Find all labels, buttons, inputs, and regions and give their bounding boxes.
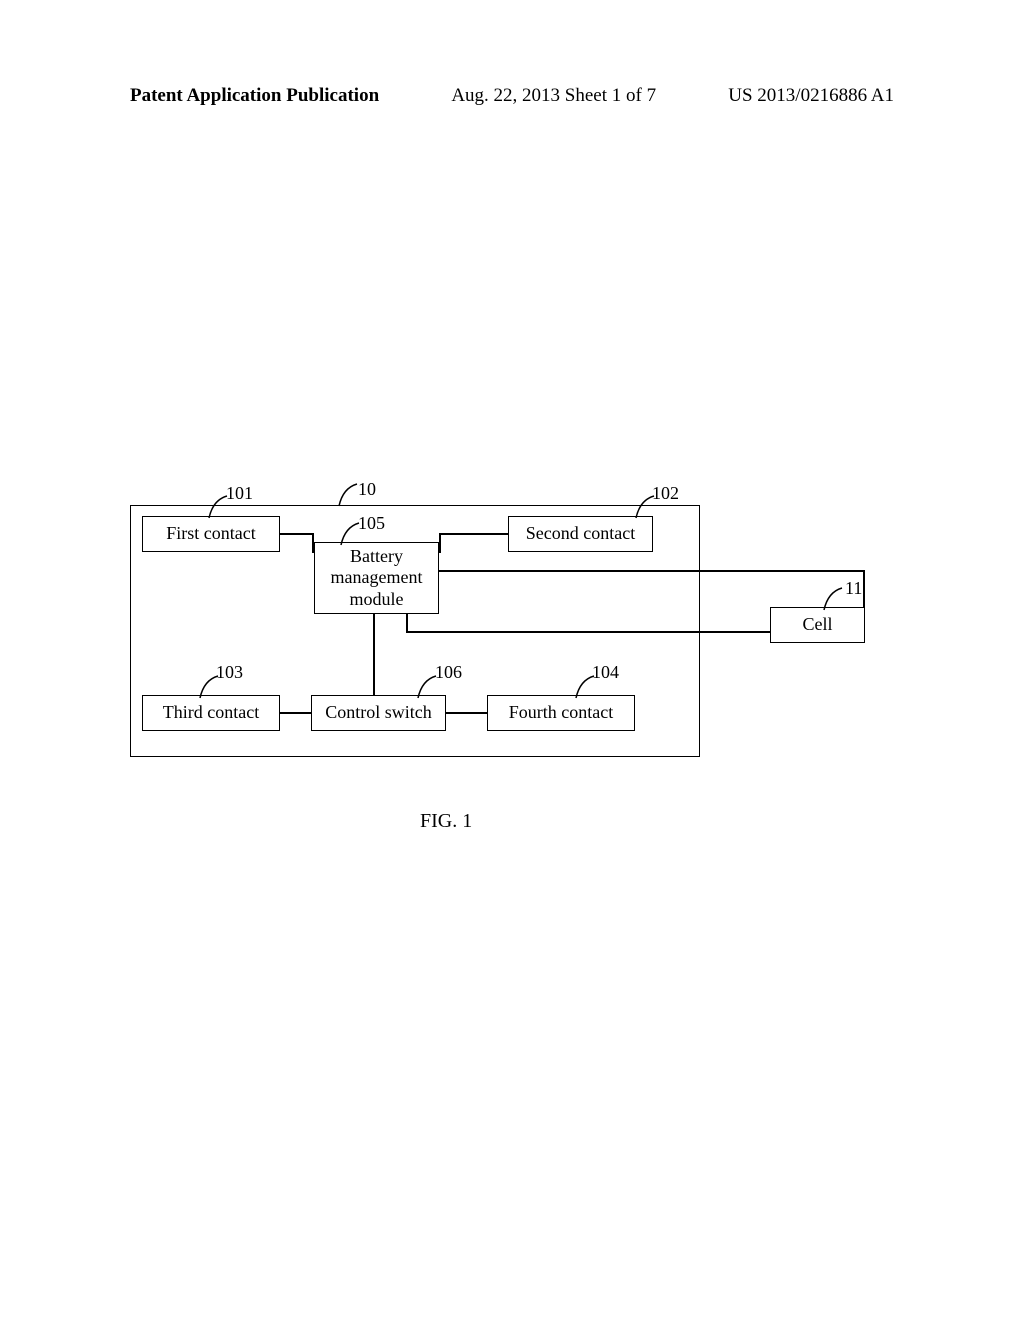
fourth-contact-box: Fourth contact <box>487 695 635 731</box>
line-mgmt-to-switch-v <box>373 614 375 695</box>
callout-11-label: 11 <box>845 578 862 599</box>
callout-104-label: 104 <box>592 662 619 683</box>
callout-102-label: 102 <box>652 483 679 504</box>
battery-mgmt-box: Battery management module <box>314 542 439 614</box>
fourth-contact-label: Fourth contact <box>509 702 613 724</box>
third-contact-box: Third contact <box>142 695 280 731</box>
line-third-to-switch <box>280 712 311 714</box>
callout-106-label: 106 <box>435 662 462 683</box>
callout-105-label: 105 <box>358 513 385 534</box>
line-switch-to-fourth <box>446 712 487 714</box>
first-contact-box: First contact <box>142 516 280 552</box>
third-contact-label: Third contact <box>163 702 259 724</box>
line-first-to-mgmt-h <box>280 533 314 535</box>
line-mgmt-to-cell2-v <box>406 614 408 632</box>
line-mgmt-to-cell-h <box>439 570 864 572</box>
line-mgmt-to-second-v <box>439 533 441 553</box>
callout-103-label: 103 <box>216 662 243 683</box>
cell-box: Cell <box>770 607 865 643</box>
callout-10-label: 10 <box>358 479 376 500</box>
line-mgmt-to-cell-v <box>863 570 865 607</box>
line-first-to-mgmt-v <box>312 533 314 553</box>
second-contact-box: Second contact <box>508 516 653 552</box>
control-switch-label: Control switch <box>325 702 432 724</box>
header-center: Aug. 22, 2013 Sheet 1 of 7 <box>451 85 656 107</box>
page-header: Patent Application Publication Aug. 22, … <box>0 85 1024 107</box>
second-contact-label: Second contact <box>526 523 635 545</box>
header-right: US 2013/0216886 A1 <box>728 85 894 107</box>
line-mgmt-to-cell2-h <box>406 631 770 633</box>
callout-101-label: 101 <box>226 483 253 504</box>
header-left: Patent Application Publication <box>130 85 379 107</box>
first-contact-label: First contact <box>166 523 255 545</box>
cell-label: Cell <box>803 614 833 636</box>
control-switch-box: Control switch <box>311 695 446 731</box>
line-mgmt-to-second-h <box>439 533 508 535</box>
figure-label: FIG. 1 <box>420 810 472 833</box>
battery-mgmt-label: Battery management module <box>331 546 423 611</box>
patent-figure-page: Patent Application Publication Aug. 22, … <box>0 0 1024 1320</box>
